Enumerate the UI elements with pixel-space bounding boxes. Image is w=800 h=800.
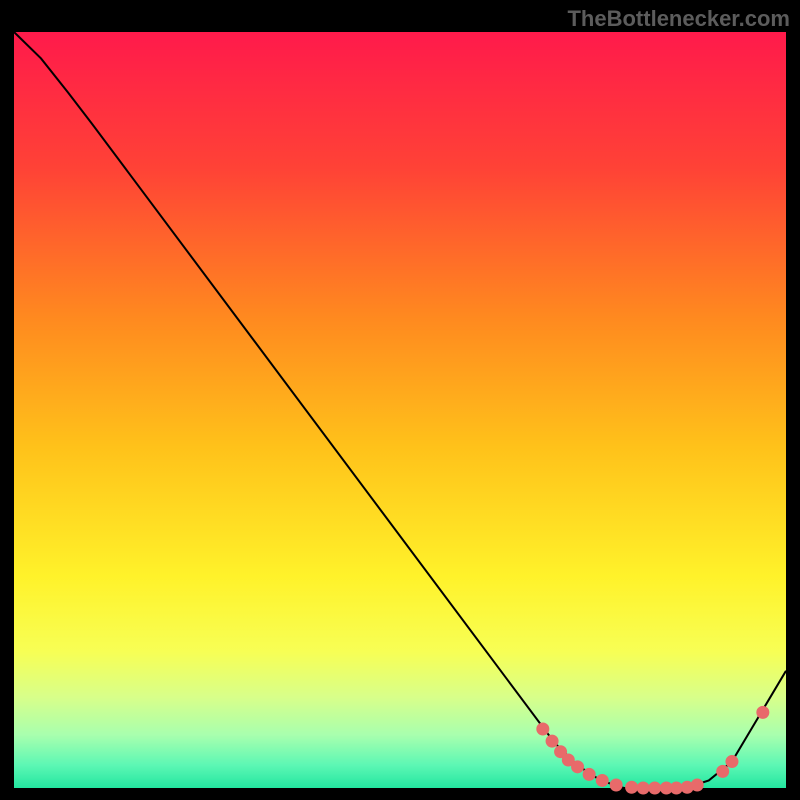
scatter-point: [583, 768, 595, 780]
scatter-point: [626, 781, 638, 793]
scatter-point: [757, 706, 769, 718]
scatter-point: [610, 779, 622, 791]
plot-background: [14, 32, 786, 788]
scatter-point: [726, 756, 738, 768]
scatter-point: [670, 782, 682, 794]
chart-container: TheBottlenecker.com: [0, 0, 800, 800]
scatter-point: [637, 782, 649, 794]
scatter-point: [691, 779, 703, 791]
scatter-point: [717, 765, 729, 777]
scatter-point: [572, 761, 584, 773]
scatter-point: [537, 723, 549, 735]
bottleneck-chart: [0, 0, 800, 800]
scatter-point: [649, 782, 661, 794]
watermark-text: TheBottlenecker.com: [567, 6, 790, 32]
scatter-point: [596, 774, 608, 786]
scatter-point: [546, 735, 558, 747]
